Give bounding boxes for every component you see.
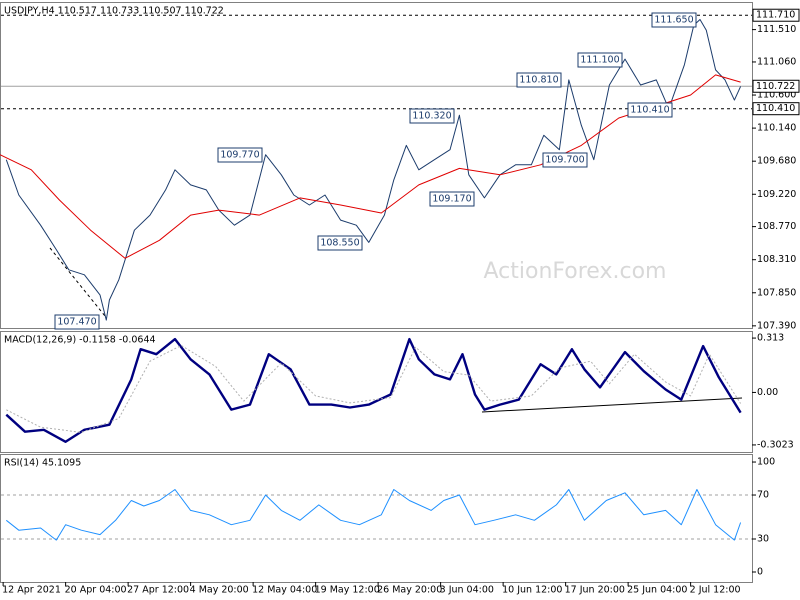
price-label: 111.710 <box>756 10 795 21</box>
annotation-label: 111.650 <box>654 15 693 26</box>
annotation-box <box>627 102 673 118</box>
y-tick-label: 111.510 <box>757 24 796 35</box>
annotation-label: 109.700 <box>545 155 584 166</box>
y-tick-label: -0.3023 <box>757 439 794 450</box>
macd-trend-line <box>481 397 743 413</box>
x-tick-label: 10 Jun 12:00 <box>502 585 562 596</box>
series-line <box>5 489 742 541</box>
y-tick-label: 108.310 <box>757 254 796 265</box>
x-tick-label: 26 May 20:00 <box>377 585 442 596</box>
annotation-box <box>409 108 455 124</box>
x-tick-label: 19 May 12:00 <box>315 585 380 596</box>
x-tick-label: 27 Apr 12:00 <box>127 585 189 596</box>
price-label-box <box>752 8 800 22</box>
rsi-panel <box>0 454 753 583</box>
series-line <box>6 345 742 433</box>
annotation-label: 111.100 <box>580 55 619 66</box>
x-tick-label: 17 Jun 20:00 <box>565 585 625 596</box>
y-tick-label: 0 <box>757 566 763 577</box>
series-line <box>5 19 742 321</box>
annotation-label: 110.410 <box>630 105 669 116</box>
annotation-box <box>217 147 263 163</box>
y-tick-label: 100 <box>757 457 775 468</box>
panel-title: MACD(12,26,9) -0.1158 -0.0644 <box>4 335 156 346</box>
annotation-box <box>577 52 623 68</box>
trend-line <box>49 247 106 317</box>
y-tick-label: 107.390 <box>757 320 796 331</box>
x-tick-label: 4 May 20:00 <box>190 585 249 596</box>
annotation-label: 110.320 <box>412 111 451 122</box>
series-line <box>5 337 742 443</box>
y-tick-label: 107.850 <box>757 287 796 298</box>
price-label-box <box>752 79 800 93</box>
price-label-box <box>752 102 800 116</box>
annotation-label: 110.810 <box>519 75 558 86</box>
x-tick-label: 12 May 04:00 <box>252 585 317 596</box>
x-tick-label: 25 Jun 04:00 <box>627 585 687 596</box>
y-tick-label: 70 <box>757 490 769 501</box>
y-tick-label: 108.770 <box>757 221 796 232</box>
annotation-label: 108.550 <box>320 238 359 249</box>
price-panel <box>0 2 753 329</box>
x-tick-label: 2 Jul 12:00 <box>690 585 741 596</box>
y-tick-label: 110.600 <box>757 90 796 101</box>
x-tick-label: 12 Apr 2021 <box>2 585 61 596</box>
y-tick-label: 111.060 <box>757 56 796 67</box>
panel-title: USDJPY,H4 110.517 110.733 110.507 110.72… <box>4 6 224 17</box>
panel-title: RSI(14) 45.1095 <box>4 458 81 469</box>
annotation-box <box>317 235 363 251</box>
price-label: 110.722 <box>756 81 795 92</box>
annotation-box <box>516 72 562 88</box>
annotation-label: 107.470 <box>57 317 96 328</box>
annotation-label: 109.770 <box>220 150 259 161</box>
y-tick-label: 109.680 <box>757 156 796 167</box>
price-label: 110.410 <box>756 103 795 114</box>
annotation-box <box>54 314 100 330</box>
annotation-box <box>542 152 588 168</box>
x-tick-label: 20 Apr 04:00 <box>65 585 127 596</box>
annotation-label: 109.170 <box>432 194 471 205</box>
y-tick-label: 109.220 <box>757 189 796 200</box>
annotation-box <box>429 191 475 207</box>
y-tick-label: 110.140 <box>757 123 796 134</box>
x-tick-label: 3 Jun 04:00 <box>440 585 494 596</box>
watermark: ActionForex.com <box>484 259 667 284</box>
y-tick-label: 0.313 <box>757 333 784 344</box>
y-tick-label: 0.00 <box>757 387 778 398</box>
y-tick-label: 30 <box>757 534 769 545</box>
annotation-box <box>651 12 697 28</box>
